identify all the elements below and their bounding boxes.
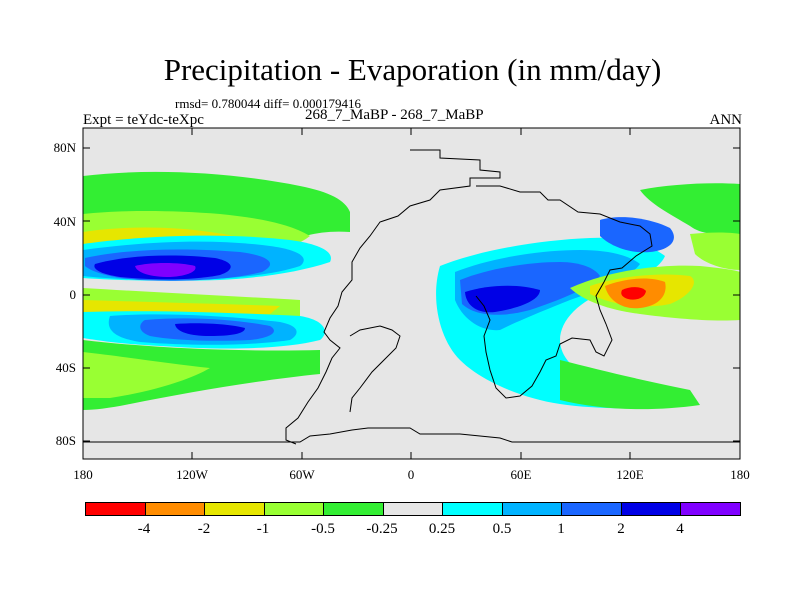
legend-label: -4 <box>137 521 151 537</box>
legend-box <box>86 503 146 515</box>
legend-box <box>264 503 325 515</box>
coastline-south-america <box>349 325 401 413</box>
contour-sh-darkblue <box>175 323 245 336</box>
legend-box <box>502 503 563 515</box>
lon-label-0: 0 <box>407 467 415 482</box>
legend-label: -1 <box>256 521 270 537</box>
contour-sh-green-light <box>83 352 210 398</box>
legend-label: 2 <box>617 521 625 537</box>
contour-ne-lightgreen <box>690 232 740 270</box>
case-label: 268_7_MaBP - 268_7_MaBP <box>305 107 484 123</box>
season-label: ANN <box>709 112 743 128</box>
contour-sh-green <box>83 340 320 410</box>
legend-box <box>562 503 622 515</box>
lat-label-40n: 40N <box>53 214 76 229</box>
legend-box <box>145 503 206 515</box>
stats-text: rmsd= 0.780044 diff= 0.000179416 <box>175 96 361 111</box>
contour-east-green <box>560 360 700 410</box>
legend-box <box>443 503 503 515</box>
contour-eq-yellow <box>83 300 280 314</box>
legend-label: -0.25 <box>366 521 398 537</box>
legend-label: 4 <box>676 521 684 537</box>
color-legend <box>85 502 741 516</box>
contour-pacific-red <box>621 287 646 300</box>
plot-title: Precipitation - Evaporation (in mm/day) <box>163 52 662 87</box>
legend-box <box>324 503 384 515</box>
lon-label-120w: 120W <box>176 467 208 482</box>
lat-label-80s: 80S <box>55 433 76 448</box>
legend-label: -2 <box>197 521 211 537</box>
axis-ticks <box>82 128 741 459</box>
legend-label: 1 <box>557 521 565 537</box>
lon-label-60e: 60E <box>510 467 532 482</box>
contour-nh-purple <box>135 263 196 277</box>
coastline-eurasia-africa <box>475 185 653 399</box>
legend-label: 0.25 <box>428 521 456 537</box>
lon-label-180e: 180 <box>730 467 750 482</box>
legend-box <box>621 503 682 515</box>
lat-label-40s: 40S <box>55 360 76 375</box>
lat-label-80n: 80N <box>53 140 76 155</box>
legend-box <box>681 503 741 515</box>
legend-box <box>383 503 444 515</box>
coastline-americas <box>285 149 501 445</box>
lon-label-120e: 120E <box>616 467 644 482</box>
legend-label: -0.5 <box>311 521 335 537</box>
legend-label: 0.5 <box>492 521 512 537</box>
coastline-antarctica <box>83 427 740 443</box>
lon-label-180w: 180 <box>73 467 93 482</box>
contour-nw-pacific-blue <box>600 217 674 253</box>
experiment-label: Expt = teYdc-teXpc <box>83 112 204 128</box>
lon-label-60w: 60W <box>289 467 315 482</box>
contour-ne-green <box>640 183 740 236</box>
legend-box <box>205 503 265 515</box>
lat-label-0: 0 <box>69 287 77 302</box>
